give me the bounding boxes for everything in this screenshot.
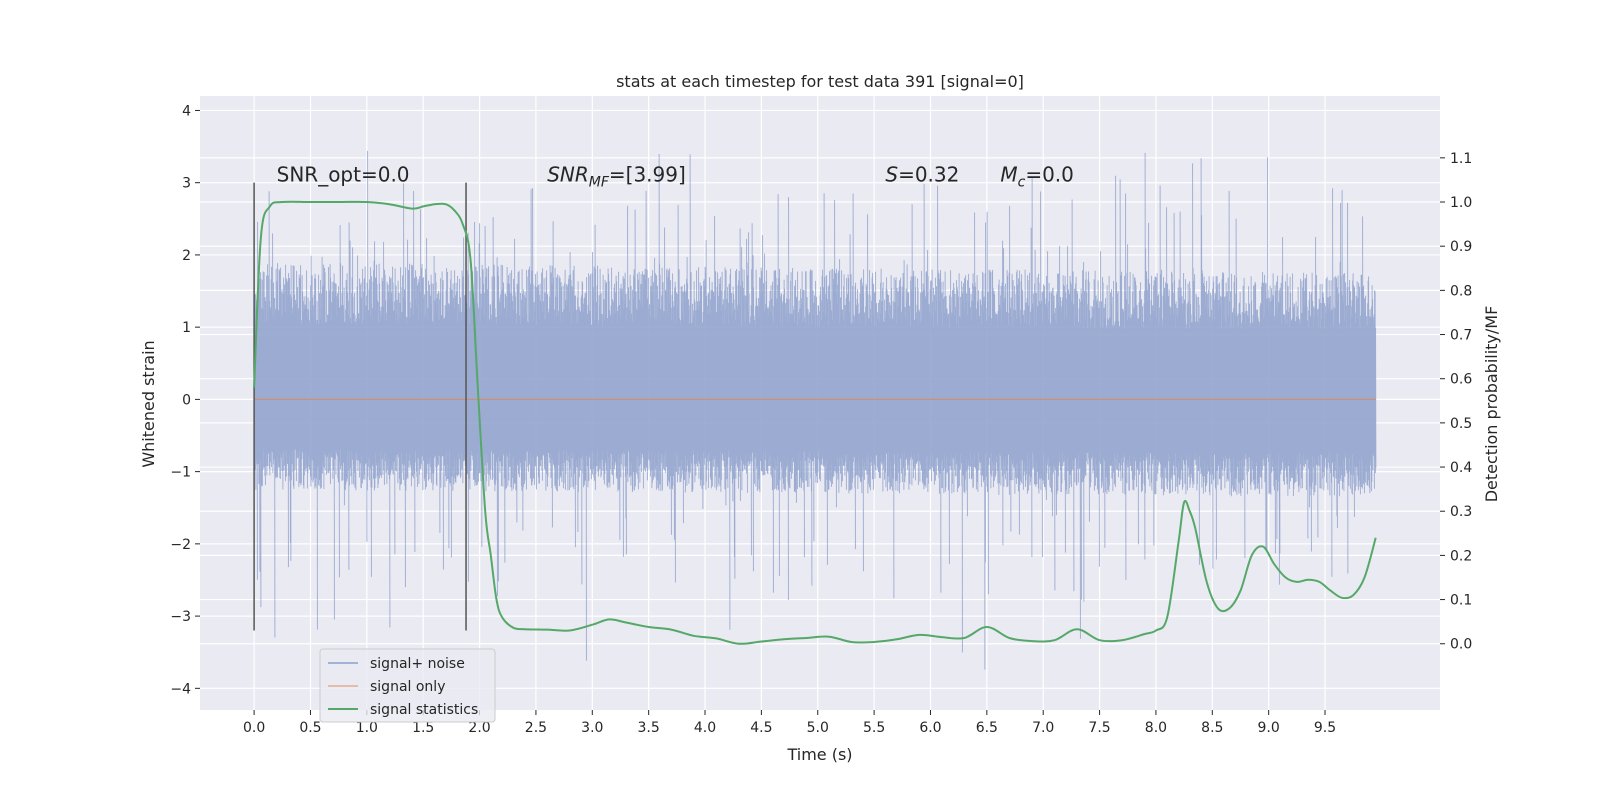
y-tick-label: −2	[170, 537, 191, 553]
annotation-value: =0.32	[898, 163, 959, 187]
x-tick-label: 9.0	[1258, 720, 1280, 736]
y-tick-label: 3	[182, 176, 191, 192]
annotation-subscript: c	[1018, 175, 1026, 191]
x-tick-label: 7.5	[1088, 720, 1110, 736]
x-tick-label: 4.0	[694, 720, 716, 736]
annotation-value: =0.0	[1025, 163, 1074, 187]
x-tick-label: 3.5	[638, 720, 660, 736]
y2-tick-label: 0.7	[1450, 328, 1472, 344]
legend-box	[319, 648, 496, 723]
y2-axis-ticks: 1.1 1.0 0.9 0.8 0.7 0.6 0.5 0.4 0.3 0.2 0.1 0.0	[1440, 151, 1472, 653]
annotation-2: S=0.32	[885, 163, 959, 187]
annotation-0: SNR_opt=0.0	[277, 163, 410, 187]
x-tick-label: 1.5	[412, 720, 434, 736]
y-tick-label: −3	[170, 609, 191, 625]
y2-tick-label: 0.8	[1450, 283, 1472, 299]
window-markers	[253, 182, 467, 631]
y2-tick-label: 0.1	[1450, 593, 1472, 609]
y2-axis-label: Detection probability/MF	[1482, 306, 1501, 503]
y2-tick-label: 0.3	[1450, 504, 1472, 520]
annotation-text: SNR_opt=0.0	[277, 163, 410, 187]
x-tick-label: 8.5	[1201, 720, 1223, 736]
x-tick-label: 9.5	[1314, 720, 1336, 736]
y2-tick-label: 0.0	[1450, 637, 1472, 653]
x-tick-label: 5.5	[863, 720, 885, 736]
series-signal-statistics	[253, 200, 1377, 645]
y-axis-label: Whitened strain	[139, 340, 158, 467]
annotation-symbol: S	[885, 163, 898, 187]
y2-tick-label: 0.2	[1450, 548, 1472, 564]
x-tick-label: 3.0	[581, 720, 603, 736]
chart-title: stats at each timestep for test data 391…	[616, 72, 1024, 91]
y2-tick-label: 0.5	[1450, 416, 1472, 432]
x-tick-label: 2.0	[468, 720, 490, 736]
x-tick-label: 6.0	[919, 720, 941, 736]
annotation-symbol: M	[1000, 163, 1017, 187]
y-tick-label: 1	[182, 320, 191, 336]
annotation-value: =[3.99]	[609, 163, 686, 187]
x-tick-label: 7.0	[1032, 720, 1054, 736]
y-tick-label: −4	[170, 681, 191, 697]
x-tick-label: 4.5	[750, 720, 772, 736]
x-tick-label: 0.0	[243, 720, 265, 736]
y2-tick-label: 0.9	[1450, 239, 1472, 255]
legend-label-signal-noise: signal+ noise	[370, 656, 465, 672]
y-tick-label: 2	[182, 248, 191, 264]
x-axis-label: Time (s)	[786, 745, 852, 764]
legend: signal+ noise signal only signal statist…	[319, 648, 496, 723]
annotation-symbol: SNR	[547, 163, 589, 187]
y2-tick-label: 0.6	[1450, 372, 1472, 388]
x-tick-label: 5.0	[807, 720, 829, 736]
signal-statistics-line	[253, 200, 1377, 645]
y-axis-ticks: 4 3 2 1 0 −1 −2 −3 −4	[170, 103, 200, 697]
y2-tick-label: 1.1	[1450, 151, 1472, 167]
annotation-subscript: MF	[589, 175, 610, 191]
legend-label-signal-statistics: signal statistics	[370, 702, 478, 718]
x-tick-label: 2.5	[525, 720, 547, 736]
y2-tick-label: 1.0	[1450, 195, 1472, 211]
x-axis-ticks: 0.0 0.5 1.0 1.5 2.0 2.5 3.0 3.5 4.0 4.5 5.0 5.5 6.0 6…	[243, 710, 1336, 736]
x-tick-label: 1.0	[356, 720, 378, 736]
annotations: SNR_opt=0.0 SNRMF=[3.99] S=0.32 Mc=0.0	[277, 163, 1074, 191]
y2-tick-label: 0.4	[1450, 460, 1472, 476]
annotation-3: Mc=0.0	[1000, 163, 1074, 191]
y-tick-label: −1	[170, 465, 191, 481]
x-tick-label: 8.0	[1145, 720, 1167, 736]
x-tick-label: 0.5	[299, 720, 321, 736]
x-tick-label: 6.5	[976, 720, 998, 736]
y-tick-label: 0	[182, 392, 191, 408]
y-tick-label: 4	[182, 103, 191, 119]
legend-label-signal-only: signal only	[370, 679, 445, 695]
annotation-1: SNRMF=[3.99]	[547, 163, 686, 191]
